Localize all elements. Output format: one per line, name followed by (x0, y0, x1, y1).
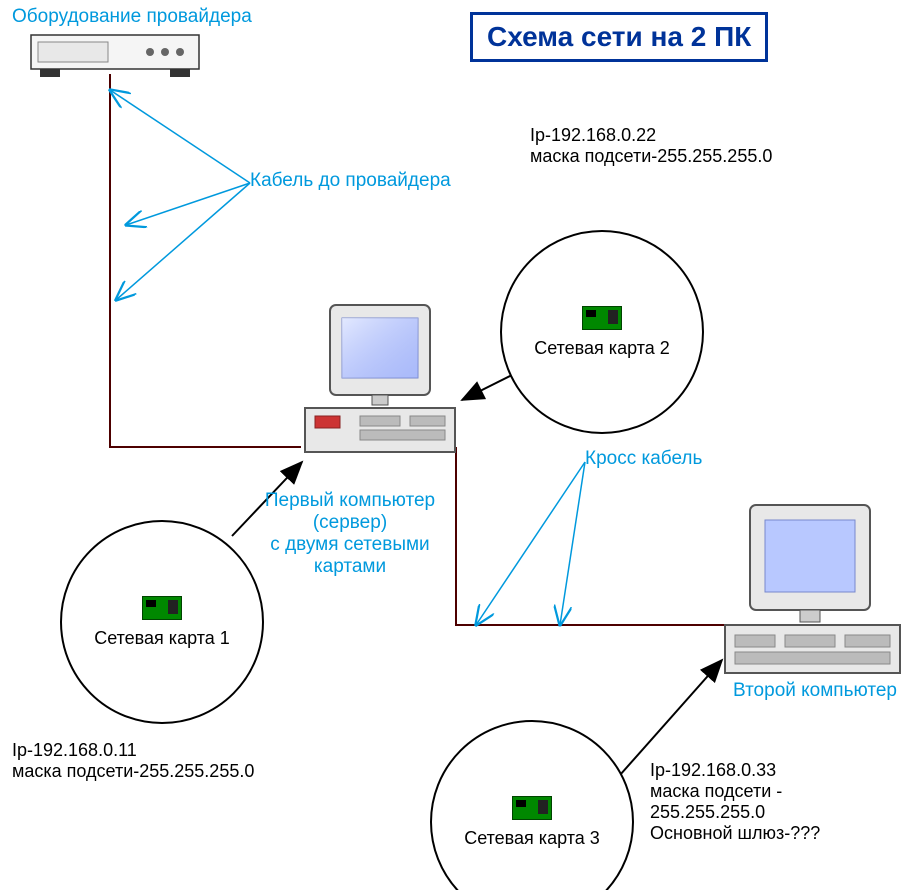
pc2-icon (720, 500, 910, 680)
nic3-ip-line4: Основной шлюз-??? (650, 823, 820, 844)
nic3-circle: Сетевая карта 3 (430, 720, 634, 890)
pc1-label-line1: Первый компьютер (240, 490, 460, 512)
cable-modem-to-pc1 (110, 74, 301, 447)
nic1-circle: Сетевая карта 1 (60, 520, 264, 724)
pc1-label-line2: (сервер) (240, 512, 460, 534)
modem-icon (30, 34, 200, 78)
nic3-ip-line3: 255.255.255.0 (650, 802, 820, 823)
nic2-ip-line2: маска подсети-255.255.255.0 (530, 146, 772, 167)
nic1-ip-line2: маска подсети-255.255.255.0 (12, 761, 254, 782)
nic2-ip-line1: Ip-192.168.0.22 (530, 125, 772, 146)
pc1-label-line4: картами (240, 556, 460, 578)
nic-icon (512, 796, 552, 820)
nic3-ip-line2: маска подсети - (650, 781, 820, 802)
nic3-ip-info: Ip-192.168.0.33 маска подсети - 255.255.… (650, 760, 820, 844)
pc1-icon (300, 300, 460, 460)
provider-cable-label: Кабель до провайдера (250, 170, 451, 192)
arrow-nic3-to-pc2 (620, 660, 722, 775)
nic3-label: Сетевая карта 3 (464, 828, 600, 849)
callout-provider-2 (126, 183, 250, 225)
nic1-label: Сетевая карта 1 (94, 628, 230, 649)
nic2-label: Сетевая карта 2 (534, 338, 670, 359)
diagram-title: Схема сети на 2 ПК (470, 12, 768, 62)
callout-provider-3 (110, 90, 250, 183)
pc1-label-line3: с двумя сетевыми (240, 534, 460, 556)
cross-cable-label: Кросс кабель (585, 448, 702, 470)
pc1-label: Первый компьютер (сервер) с двумя сетевы… (240, 490, 460, 578)
callout-provider-1 (116, 183, 250, 300)
provider-equipment-label: Оборудование провайдера (12, 6, 252, 28)
nic2-ip-info: Ip-192.168.0.22 маска подсети-255.255.25… (530, 125, 772, 167)
nic1-ip-info: Ip-192.168.0.11 маска подсети-255.255.25… (12, 740, 254, 782)
nic3-ip-line1: Ip-192.168.0.33 (650, 760, 820, 781)
cable-pc1-to-pc2 (456, 447, 724, 625)
callout-cross-1 (476, 462, 585, 625)
pc2-label: Второй компьютер (720, 680, 910, 702)
nic2-circle: Сетевая карта 2 (500, 230, 704, 434)
nic-icon (582, 306, 622, 330)
nic-icon (142, 596, 182, 620)
nic1-ip-line1: Ip-192.168.0.11 (12, 740, 254, 761)
callout-cross-2 (560, 462, 585, 625)
diagram-canvas: { "canvas": { "width": 920, "height": 89… (0, 0, 920, 890)
